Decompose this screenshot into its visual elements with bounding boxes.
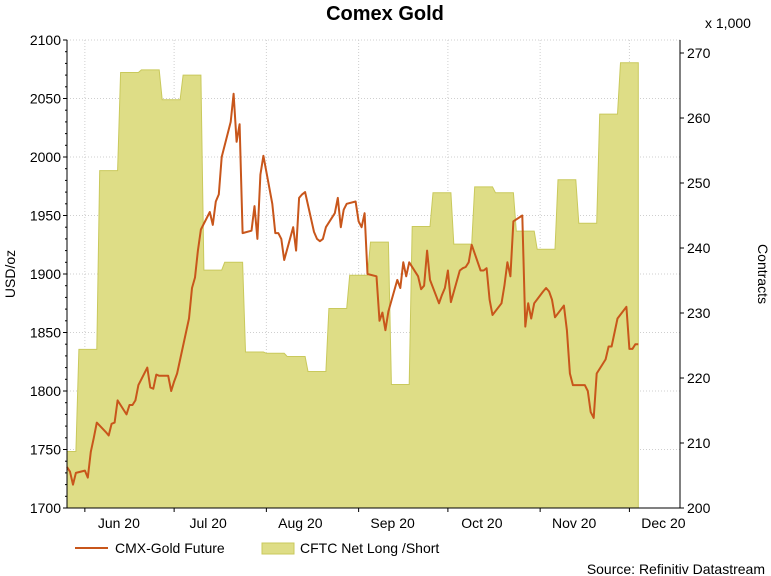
right-axis-title: Contracts — [755, 244, 771, 304]
x-tick-label: Dec 20 — [641, 515, 686, 531]
left-tick-label: 1950 — [30, 208, 61, 224]
x-tick-label: Jun 20 — [98, 515, 140, 531]
x-tick-label: Jul 20 — [189, 515, 227, 531]
left-tick-label: 1700 — [30, 500, 61, 516]
axes — [63, 39, 684, 512]
tick-labels: 1700 1750 1800 1850 1900 1950 2000 2050 2100 200 2… — [30, 32, 711, 531]
left-tick-label: 2000 — [30, 149, 61, 165]
gold-line — [66, 92, 639, 486]
legend-area-swatch — [261, 542, 295, 555]
left-tick-label: 1750 — [30, 442, 61, 458]
right-tick-label: 260 — [687, 110, 711, 126]
left-tick-label: 2050 — [30, 91, 61, 107]
left-tick-label: 2100 — [30, 32, 61, 48]
right-tick-label: 230 — [687, 305, 711, 321]
left-tick-label: 1900 — [30, 266, 61, 282]
left-tick-label: 1850 — [30, 325, 61, 341]
right-tick-label: 220 — [687, 370, 711, 386]
gold-line-series — [66, 92, 639, 486]
x-tick-label: Nov 20 — [552, 515, 597, 531]
cftc-area — [66, 62, 639, 509]
x-tick-label: Aug 20 — [278, 515, 323, 531]
right-tick-label: 250 — [687, 175, 711, 191]
right-tick-label: 210 — [687, 435, 711, 451]
legend: CMX-Gold Future CFTC Net Long /Short — [75, 540, 439, 556]
right-tick-label: 270 — [687, 45, 711, 61]
legend-label-gold: CMX-Gold Future — [115, 540, 225, 556]
left-axis-title: USD/oz — [2, 250, 18, 298]
right-tick-label: 200 — [687, 500, 711, 516]
x-tick-label: Sep 20 — [370, 515, 415, 531]
cftc-area-series — [66, 62, 639, 509]
source-note: Source: Refinitiv Datastream — [587, 561, 765, 576]
right-axis-multiplier: x 1,000 — [705, 15, 751, 31]
chart-title: Comex Gold — [326, 3, 444, 25]
right-tick-label: 240 — [687, 240, 711, 256]
legend-label-cftc: CFTC Net Long /Short — [300, 540, 439, 556]
left-tick-label: 1800 — [30, 383, 61, 399]
x-tick-label: Oct 20 — [461, 515, 502, 531]
